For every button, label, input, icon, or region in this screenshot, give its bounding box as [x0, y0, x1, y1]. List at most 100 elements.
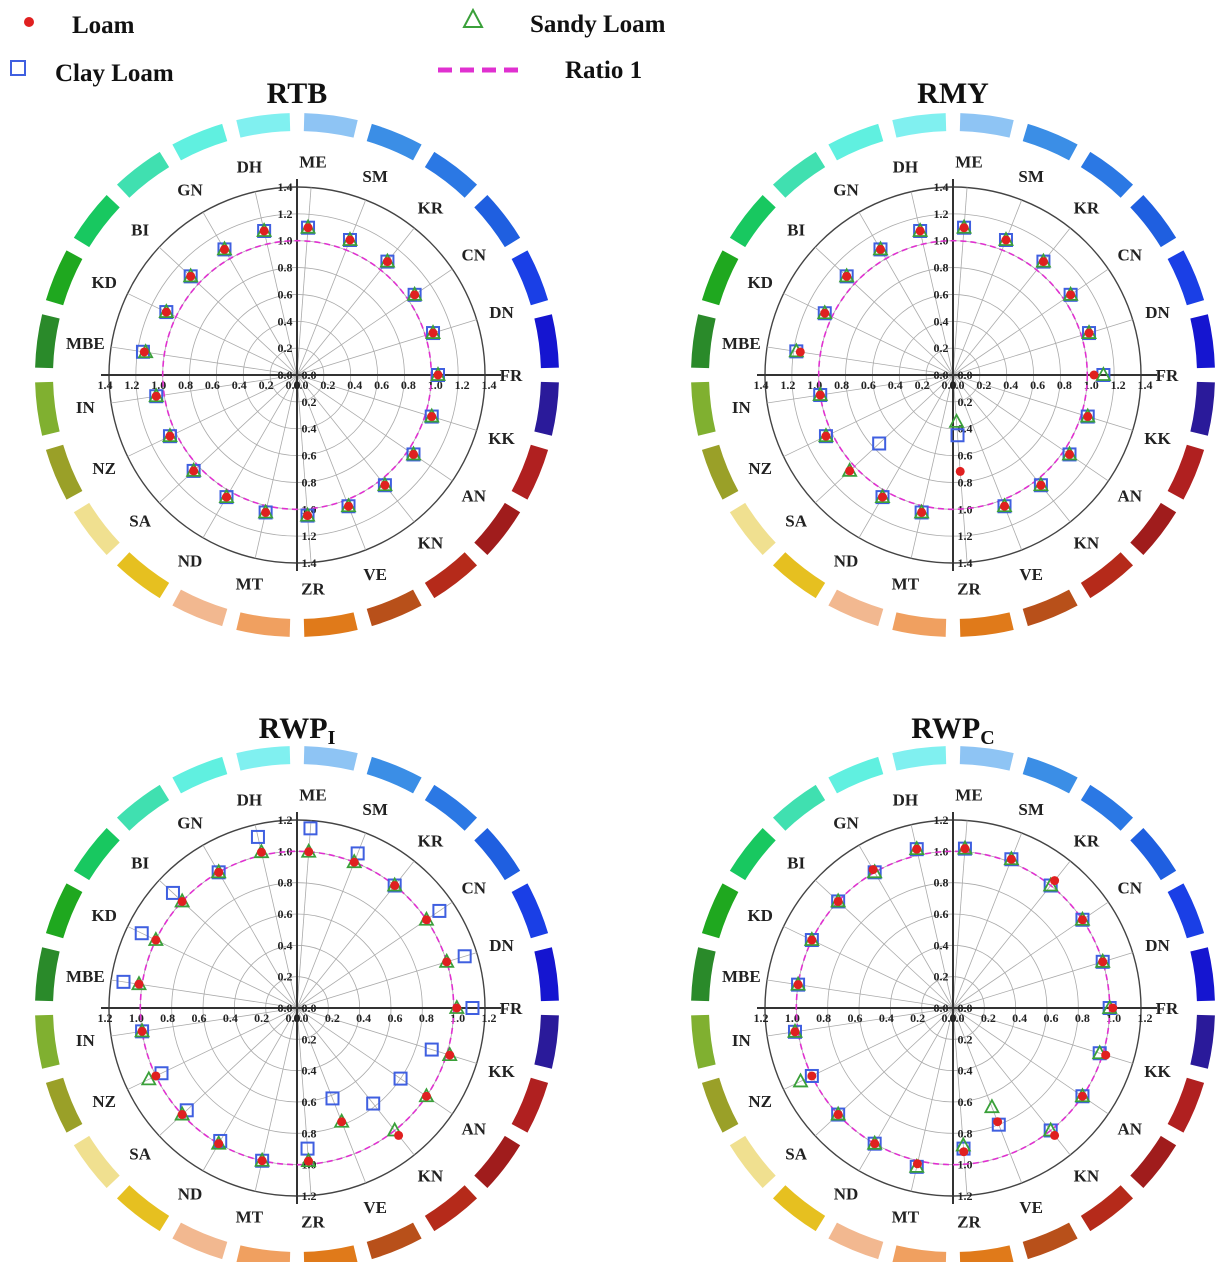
grid-spoke: [254, 374, 298, 559]
ring-segment: [691, 314, 716, 369]
point-loam-nd: [214, 1139, 224, 1149]
grid-spoke: [952, 374, 1071, 523]
tick-label: 0.8: [1057, 378, 1072, 392]
category-label-kd: KD: [747, 906, 773, 925]
point-loam-in: [815, 390, 825, 400]
ring-segment: [172, 756, 228, 794]
category-label-me: ME: [299, 786, 326, 805]
point-loam-zr: [959, 1147, 969, 1157]
ring-segment: [1130, 1135, 1177, 1189]
tick-label: 0.6: [958, 1095, 973, 1109]
category-label-zr: ZR: [957, 579, 981, 598]
tick-label: 1.4: [278, 180, 293, 194]
grid-spoke: [158, 374, 298, 504]
tick-label: 1.2: [934, 207, 949, 221]
point-loam-nz: [151, 1071, 161, 1081]
category-label-dn: DN: [489, 303, 514, 322]
grid-spoke: [858, 374, 954, 539]
tick-label: 1.2: [482, 1011, 497, 1025]
tick-label: 0.6: [192, 1011, 207, 1025]
ring-segment: [1080, 151, 1134, 198]
grid-spoke: [952, 199, 1023, 376]
point-loam-dh: [915, 226, 925, 236]
ring-segment: [959, 113, 1014, 138]
point-loam-kk: [1083, 412, 1093, 422]
category-label-kr: KR: [1074, 199, 1100, 218]
category-label-nd: ND: [178, 1184, 203, 1203]
category-label-in: IN: [76, 398, 96, 417]
legend-clay-loam-marker: [10, 60, 26, 76]
ring-segment: [892, 1245, 947, 1262]
point-loam-nz: [807, 1071, 817, 1081]
tick-label: 0.0: [278, 1001, 293, 1015]
grid-spoke: [202, 211, 298, 376]
point-loam-sa: [177, 1110, 187, 1120]
category-label-fr: FR: [1156, 366, 1179, 385]
category-label-me: ME: [955, 153, 982, 172]
category-label-dh: DH: [893, 790, 919, 809]
ring-segment: [772, 151, 826, 198]
category-label-kn: KN: [1074, 1166, 1100, 1185]
grid-spoke: [952, 374, 1109, 482]
category-label-sa: SA: [785, 1145, 807, 1164]
tick-label: 0.0: [942, 378, 957, 392]
point-loam-sm: [345, 235, 355, 245]
ring-segment: [1022, 1222, 1078, 1260]
tick-label: 1.0: [1084, 378, 1099, 392]
category-label-an: AN: [1118, 1120, 1143, 1139]
point-loam-fr: [433, 370, 443, 380]
category-label-sa: SA: [785, 512, 807, 531]
point-loam-dn: [1098, 957, 1108, 967]
point-loam-gn: [214, 867, 224, 877]
category-label-zr: ZR: [301, 579, 325, 598]
grid-spoke: [767, 346, 954, 376]
grid-spoke: [296, 374, 415, 523]
point-loam-ve: [993, 1117, 1003, 1127]
point-loam-fr: [1089, 370, 1099, 380]
ring-segment: [474, 194, 521, 248]
ring-segment: [729, 502, 776, 556]
point-loam-bi: [177, 896, 187, 906]
legend-loam-label: Loam: [72, 12, 135, 39]
point-clay-loam-ve: [325, 1091, 340, 1106]
category-label-nz: NZ: [748, 1092, 772, 1111]
category-label-fr: FR: [500, 999, 523, 1018]
point-clay-loam-me: [303, 821, 318, 836]
point-clay-loam-mbe: [116, 974, 131, 989]
ring-segment: [303, 612, 358, 637]
ring-segment: [691, 1014, 716, 1069]
tick-label: 0.4: [302, 1064, 317, 1078]
grid-spoke: [296, 268, 453, 376]
ring-segment: [701, 444, 739, 500]
ring-segment: [366, 589, 422, 627]
point-loam-kn: [1036, 480, 1046, 490]
category-label-cn: CN: [1118, 878, 1143, 897]
tick-label: 1.2: [455, 378, 470, 392]
point-loam-dn: [442, 957, 452, 967]
ring-segment: [691, 947, 716, 1002]
ring-segment: [474, 827, 521, 881]
point-loam-in: [137, 1026, 147, 1036]
ring-segment: [366, 123, 422, 161]
point-sandy-loam-fr: [1095, 366, 1112, 381]
point-loam-in: [151, 391, 161, 401]
tick-label: 0.0: [934, 1001, 949, 1015]
tick-label: 1.2: [754, 1011, 769, 1025]
ring-segment: [45, 1077, 83, 1133]
tick-label: 0.2: [981, 1011, 996, 1025]
point-loam-me: [303, 223, 313, 233]
category-label-mbe: MBE: [66, 334, 105, 353]
ring-segment: [511, 883, 549, 939]
category-label-mbe: MBE: [66, 967, 105, 986]
tick-label: 0.4: [934, 314, 949, 328]
tick-label: 0.8: [934, 876, 949, 890]
tick-label: 0.0: [950, 378, 965, 392]
category-label-nz: NZ: [92, 459, 116, 478]
ring-segment: [424, 552, 478, 599]
grid-spoke: [910, 374, 954, 559]
ring-segment: [772, 1185, 826, 1232]
category-label-bi: BI: [787, 853, 805, 872]
tick-label: 0.8: [278, 876, 293, 890]
category-label-kk: KK: [1144, 1062, 1171, 1081]
ring-segment: [534, 1014, 559, 1069]
